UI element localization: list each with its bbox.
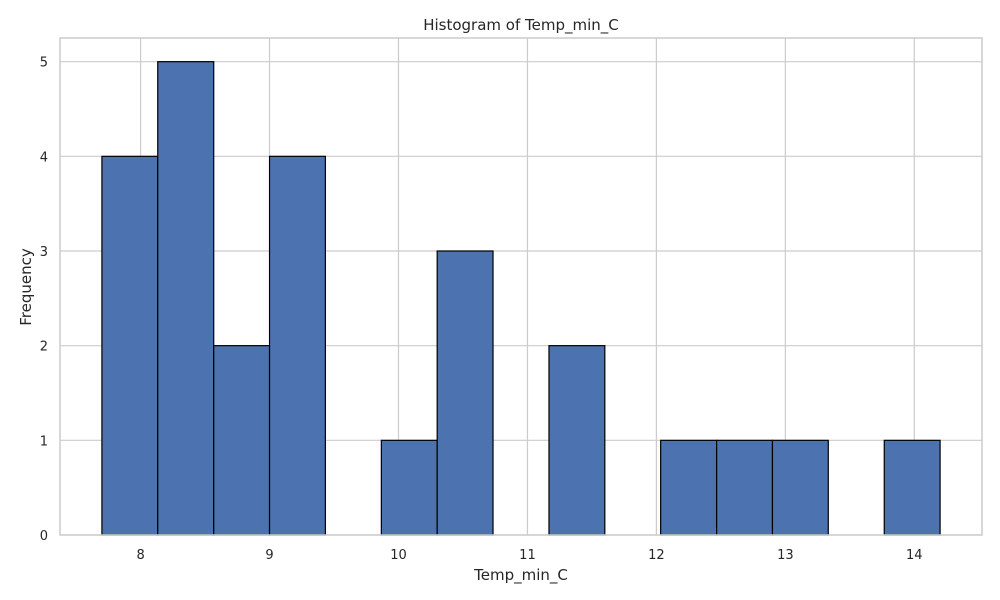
x-tick-label: 8: [136, 548, 144, 563]
x-tick-label: 13: [777, 548, 794, 563]
histogram-bar: [883, 439, 941, 536]
histogram-bar: [716, 439, 774, 536]
histogram-bar: [380, 439, 438, 536]
y-tick-labels: 0 1 2 3 4 5: [40, 56, 48, 544]
x-tick-labels: 8 9 10 11 12 13 14: [136, 548, 922, 563]
x-axis-title: Temp_min_C: [473, 566, 568, 585]
y-tick-label: 0: [40, 529, 48, 544]
x-tick-label: 14: [906, 548, 923, 563]
x-tick-label: 12: [648, 548, 665, 563]
histogram-bar: [213, 345, 271, 536]
histogram-bar: [436, 250, 494, 536]
histogram-bar: [268, 155, 326, 536]
y-tick-label: 1: [40, 434, 48, 449]
x-tick-label: 9: [265, 548, 273, 563]
plot-frame: [59, 37, 983, 536]
y-axis-title: Frequency: [17, 248, 35, 326]
y-tick-label: 2: [40, 340, 48, 355]
histogram-bar: [660, 439, 718, 536]
bars-layer: [101, 61, 941, 536]
x-tick-label: 10: [390, 548, 407, 563]
histogram-bar: [157, 61, 215, 536]
histogram-bar: [771, 439, 829, 536]
chart-title: Histogram of Temp_min_C: [423, 16, 619, 35]
x-tick-label: 11: [519, 548, 536, 563]
histogram-bar: [101, 155, 159, 536]
y-tick-label: 3: [40, 245, 48, 260]
histogram-bar: [548, 345, 606, 536]
y-tick-label: 4: [40, 150, 48, 165]
y-tick-label: 5: [40, 56, 48, 71]
